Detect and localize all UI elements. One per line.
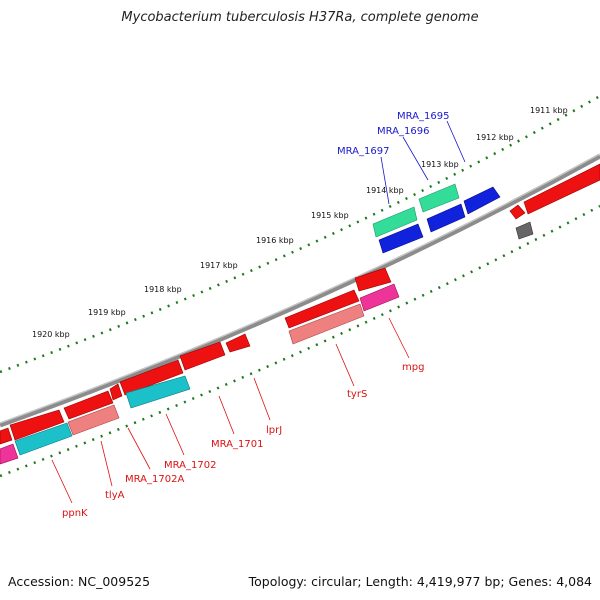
kbp-label: 1919 kbp	[88, 308, 126, 317]
gene-blue-1[interactable]	[378, 223, 424, 254]
kbp-scale: 1911 kbp 1912 kbp 1913 kbp 1914 kbp 1915…	[32, 106, 568, 339]
bottom-gene-labels: mpg tyrS lprJ MRA_1701 MRA_1702 MRA_1702…	[62, 362, 424, 519]
genome-summary-text: Topology: circular; Length: 4,419,977 bp…	[248, 574, 592, 589]
gene-mra1701[interactable]	[179, 341, 226, 371]
gene-label-ppnK[interactable]: ppnK	[62, 508, 88, 519]
genome-backbone	[0, 153, 600, 428]
gene-label-tlyA[interactable]: tlyA	[105, 490, 125, 501]
bottom-label-leaders	[51, 317, 410, 504]
gene-mra1697[interactable]	[372, 206, 418, 238]
gene-label-mra1702a[interactable]: MRA_1702A	[125, 474, 184, 485]
kbp-label: 1911 kbp	[530, 106, 568, 115]
gene-label-lprJ[interactable]: lprJ	[266, 425, 282, 436]
gene-label-mra1702[interactable]: MRA_1702	[164, 460, 216, 471]
top-label-leaders	[380, 120, 466, 205]
gene-lprJ[interactable]	[225, 333, 251, 353]
gene-label-mra1701[interactable]: MRA_1701	[211, 439, 263, 450]
gene-mpg[interactable]	[354, 267, 392, 292]
kbp-label: 1917 kbp	[200, 261, 238, 270]
gene-salmon-1[interactable]	[288, 303, 365, 345]
kbp-label: 1916 kbp	[256, 236, 294, 245]
gene-blue-2[interactable]	[426, 203, 466, 233]
gene-ppnK[interactable]	[14, 422, 73, 456]
gene-mra1696[interactable]	[418, 183, 460, 213]
gene-mra1702a[interactable]	[63, 390, 114, 420]
forward-strand-genes	[372, 163, 600, 254]
gene-red-left[interactable]	[9, 409, 65, 441]
gene-label-mra1695[interactable]: MRA_1695	[397, 111, 449, 122]
top-gene-labels: MRA_1695 MRA_1696 MRA_1697	[337, 111, 449, 157]
gene-pink-left[interactable]	[0, 443, 19, 465]
gene-cyan-1[interactable]	[125, 375, 191, 409]
kbp-label: 1913 kbp	[421, 160, 459, 169]
gene-label-mra1696[interactable]: MRA_1696	[377, 126, 429, 137]
gene-mra1695[interactable]	[463, 186, 501, 215]
gene-mra1702[interactable]	[119, 359, 184, 396]
gene-red-small[interactable]	[509, 204, 526, 220]
map-title: Mycobacterium tuberculosis H37Ra, comple…	[121, 10, 479, 25]
gene-red-edge[interactable]	[0, 427, 13, 445]
kbp-label: 1915 kbp	[311, 211, 349, 220]
gene-red-tiny[interactable]	[109, 383, 123, 401]
kbp-label: 1914 kbp	[366, 186, 404, 195]
accession-text: Accession: NC_009525	[8, 574, 151, 589]
gene-pink-1[interactable]	[359, 283, 400, 312]
kbp-label: 1918 kbp	[144, 285, 182, 294]
kbp-label: 1920 kbp	[32, 330, 70, 339]
gene-tyrS[interactable]	[284, 289, 360, 329]
reverse-strand-genes	[0, 267, 400, 465]
gene-label-tyrS[interactable]: tyrS	[347, 389, 367, 400]
gene-gray[interactable]	[515, 221, 534, 240]
gene-red-top-right[interactable]	[523, 163, 600, 215]
kbp-label: 1912 kbp	[476, 133, 514, 142]
gene-label-mra1697[interactable]: MRA_1697	[337, 146, 389, 157]
gene-label-mpg[interactable]: mpg	[402, 362, 424, 373]
gene-tlyA[interactable]	[67, 404, 120, 436]
